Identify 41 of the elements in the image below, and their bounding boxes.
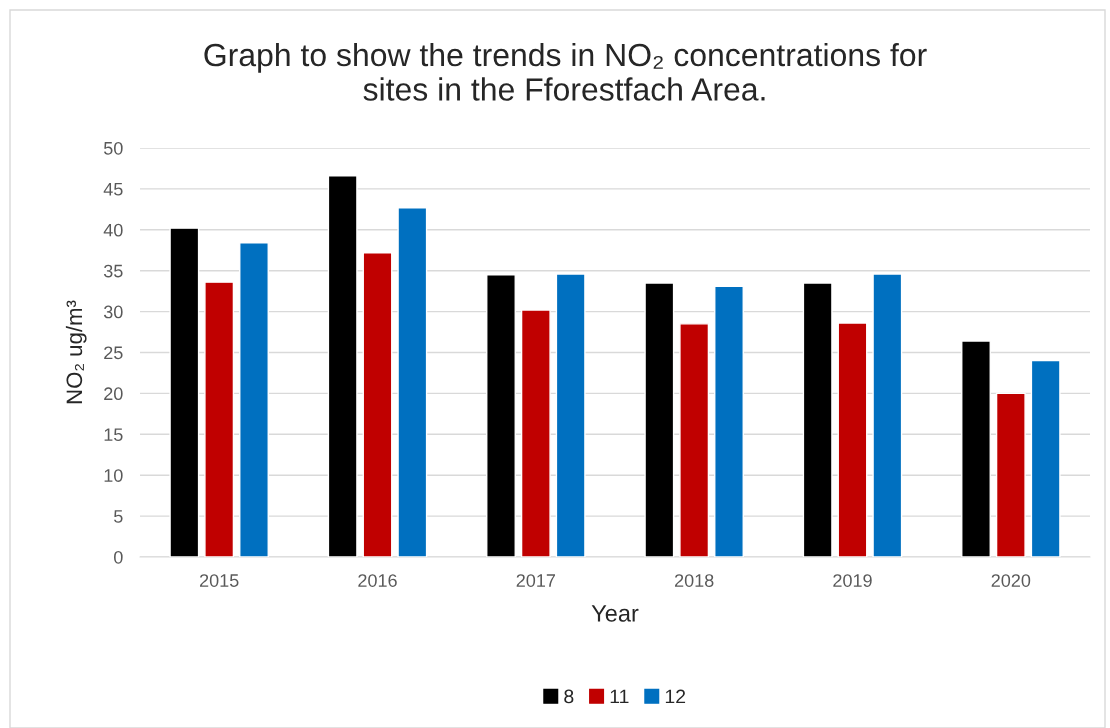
y-tick-label: 35 xyxy=(103,264,123,278)
bar xyxy=(837,322,868,557)
y-tick-label: 25 xyxy=(104,346,123,360)
bar xyxy=(555,273,586,557)
x-tick-label: 2016 xyxy=(358,574,397,587)
bar xyxy=(397,207,428,557)
bar xyxy=(1030,359,1061,557)
bar xyxy=(520,309,551,557)
legend-label: 11 xyxy=(610,689,629,704)
bar xyxy=(872,273,903,557)
bar xyxy=(644,282,675,557)
y-axis-title: NO₂ ug/m³ xyxy=(65,300,87,404)
x-tick-label: 2020 xyxy=(991,574,1031,587)
x-axis-title: Year xyxy=(591,605,639,622)
y-tick-label: 40 xyxy=(103,223,123,237)
bar xyxy=(362,252,393,557)
y-tick-label: 20 xyxy=(104,387,123,401)
bar xyxy=(679,323,710,557)
bar xyxy=(327,175,358,557)
bar xyxy=(486,274,516,557)
y-tick-label: 45 xyxy=(103,183,123,196)
x-tick-label: 2015 xyxy=(199,574,239,587)
legend-label: 12 xyxy=(665,689,686,704)
y-tick-label: 50 xyxy=(103,141,123,155)
y-tick-label: 15 xyxy=(104,428,123,442)
chart-title: Graph to show the trends in NO₂ concentrations for sites in the Fforestfach Area. xyxy=(204,42,927,101)
bar xyxy=(169,227,200,557)
x-tick-label: 2018 xyxy=(674,574,714,587)
y-tick-label: 10 xyxy=(104,469,123,482)
bar xyxy=(802,282,833,557)
bar xyxy=(961,340,991,557)
x-tick-label: 2017 xyxy=(516,574,556,587)
x-tick-label: 2019 xyxy=(833,574,872,587)
y-tick-label: 30 xyxy=(103,305,123,319)
bar xyxy=(239,242,269,557)
y-tick-label: 5 xyxy=(114,510,123,523)
y-tick-label: 0 xyxy=(114,550,123,564)
bar xyxy=(714,285,744,557)
bar xyxy=(995,392,1026,557)
legend-label: 8 xyxy=(564,689,574,704)
bar xyxy=(204,281,235,557)
